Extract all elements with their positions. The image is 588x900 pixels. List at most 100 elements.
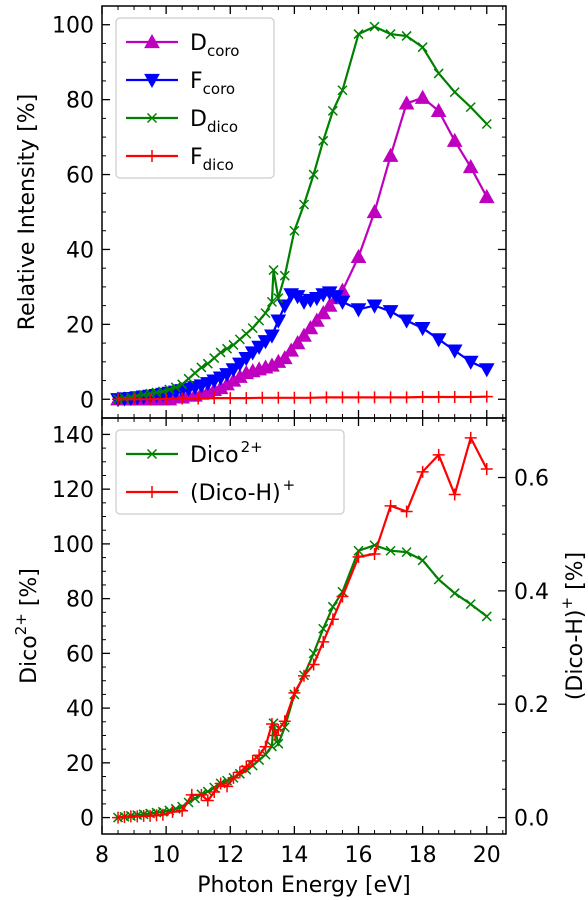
data-point	[156, 808, 169, 821]
data-point	[288, 686, 301, 699]
data-point	[296, 327, 312, 342]
data-point	[401, 30, 412, 41]
data-point	[462, 159, 479, 174]
data-point	[446, 132, 463, 147]
data-point	[318, 623, 329, 634]
data-point	[366, 299, 383, 314]
data-point	[321, 297, 338, 312]
data-point	[128, 393, 141, 406]
data-point	[278, 715, 291, 728]
data-point	[480, 463, 493, 476]
data-point	[382, 147, 399, 162]
legend-entry: Ddico	[190, 107, 238, 136]
y-tick-label: 0	[80, 388, 94, 413]
data-point	[279, 270, 290, 281]
bottom-panel: 8 10 12 14 16 18 20 0 20 40 60 80 100 120 140 0.0 0.2 0.4…	[12, 417, 588, 898]
data-point	[176, 392, 189, 405]
x-tick-label: 14	[280, 843, 308, 868]
x-tick-label: 18	[409, 843, 437, 868]
y-tick-label: 120	[52, 478, 94, 503]
y-tick-label: 100	[52, 14, 94, 39]
data-point	[336, 590, 349, 603]
data-point	[430, 102, 447, 117]
data-point	[160, 392, 173, 405]
x-tick-label: 20	[473, 843, 501, 868]
data-point	[201, 794, 214, 807]
data-point	[401, 547, 412, 558]
data-point	[233, 766, 246, 779]
x-tick-label: 12	[216, 843, 244, 868]
data-point	[225, 363, 242, 378]
data-point	[208, 786, 221, 799]
data-point	[251, 340, 267, 355]
data-point	[253, 749, 266, 762]
data-point	[449, 588, 460, 599]
data-point	[308, 312, 325, 327]
data-point	[247, 323, 258, 334]
data-point	[384, 499, 397, 512]
data-point	[166, 805, 179, 818]
y-right-tick-label: 0.0	[514, 807, 549, 832]
data-point	[246, 754, 259, 767]
data-point	[240, 760, 253, 773]
data-point	[481, 118, 492, 130]
data-point	[449, 87, 460, 98]
data-point	[304, 391, 317, 404]
y-tick-label: 80	[66, 89, 94, 114]
data-point	[398, 95, 415, 110]
data-point	[465, 102, 476, 113]
data-point	[272, 723, 285, 736]
data-point	[227, 771, 240, 784]
data-point	[448, 488, 461, 501]
legend-marker	[146, 150, 158, 162]
y-right-tick-label: 0.6	[514, 467, 549, 492]
data-point	[192, 392, 205, 405]
data-point	[366, 203, 383, 219]
legend-entry: Dcoro	[190, 31, 239, 60]
series-3	[112, 390, 493, 406]
y-tick-label: 40	[66, 697, 94, 722]
data-point	[398, 314, 415, 329]
data-point	[368, 391, 381, 404]
data-point	[352, 391, 365, 404]
data-point	[478, 188, 495, 204]
data-point	[448, 391, 461, 404]
legend-entry: Dico 2+	[190, 438, 263, 468]
y-tick-label: 140	[52, 423, 94, 448]
data-point	[265, 718, 278, 731]
data-point	[416, 465, 429, 478]
data-point	[276, 299, 293, 314]
data-point	[432, 391, 445, 404]
data-point	[464, 391, 477, 404]
data-point	[350, 248, 367, 264]
data-point	[417, 42, 428, 53]
data-point	[266, 741, 277, 752]
data-point	[260, 308, 271, 319]
legend-marker	[144, 33, 160, 49]
data-point	[222, 343, 233, 354]
data-point	[208, 392, 221, 405]
data-point	[480, 390, 493, 403]
data-point	[302, 320, 319, 335]
data-point	[254, 315, 265, 326]
data-point	[276, 350, 293, 365]
legend-entry: Fdico	[190, 145, 234, 174]
data-point	[433, 574, 444, 585]
data-point	[112, 393, 125, 406]
data-point	[433, 68, 444, 79]
data-point	[264, 329, 280, 344]
legend-marker	[146, 112, 158, 124]
y-axis-label-right: (Dico-H)+ [%]	[558, 552, 588, 700]
data-point	[400, 391, 413, 404]
y-right-tick-label: 0.4	[514, 580, 549, 605]
series-line	[117, 544, 488, 819]
data-point	[336, 391, 349, 404]
data-point	[308, 169, 319, 180]
data-point	[268, 265, 279, 276]
data-point	[273, 293, 284, 304]
data-point	[327, 105, 338, 116]
x-axis-label: Photon Energy [eV]	[197, 873, 410, 898]
y-tick-label: 60	[66, 164, 94, 189]
series-1	[112, 431, 493, 824]
